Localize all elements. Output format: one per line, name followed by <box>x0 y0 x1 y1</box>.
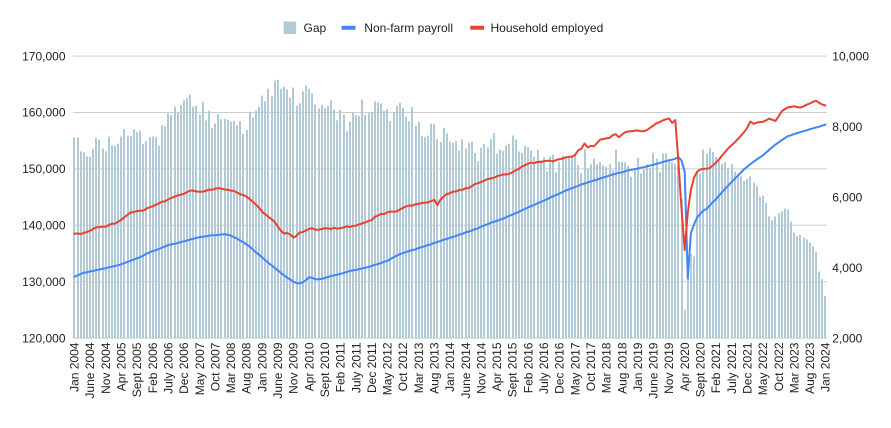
svg-text:Aug 2023: Aug 2023 <box>803 342 817 394</box>
svg-text:140,000: 140,000 <box>22 219 66 233</box>
svg-text:8,000: 8,000 <box>832 120 862 134</box>
svg-text:4,000: 4,000 <box>832 261 862 275</box>
svg-text:Apr 2015: Apr 2015 <box>490 342 504 391</box>
svg-text:July 2011: July 2011 <box>349 342 363 393</box>
svg-text:Gap: Gap <box>304 21 327 35</box>
svg-text:Jan 2019: Jan 2019 <box>631 342 645 392</box>
svg-text:June 2004: June 2004 <box>83 342 97 398</box>
svg-text:Oct 2007: Oct 2007 <box>208 342 222 391</box>
svg-text:Dec 2021: Dec 2021 <box>741 342 755 394</box>
svg-text:July 2006: July 2006 <box>162 342 176 394</box>
svg-text:May 2017: May 2017 <box>568 342 582 395</box>
svg-text:130,000: 130,000 <box>22 275 66 289</box>
svg-text:Non-farm payroll: Non-farm payroll <box>364 21 453 35</box>
svg-text:Jan 2004: Jan 2004 <box>68 342 82 392</box>
svg-text:Aug 2008: Aug 2008 <box>240 342 254 394</box>
svg-text:160,000: 160,000 <box>22 106 66 120</box>
svg-text:Nov 2014: Nov 2014 <box>474 342 488 394</box>
svg-text:Sept 2020: Sept 2020 <box>694 342 708 397</box>
svg-text:Feb 2016: Feb 2016 <box>521 342 535 393</box>
svg-text:Nov 2019: Nov 2019 <box>662 342 676 394</box>
svg-text:Jan 2009: Jan 2009 <box>255 342 269 392</box>
svg-text:Sept 2005: Sept 2005 <box>130 342 144 397</box>
svg-text:Aug 2018: Aug 2018 <box>615 342 629 394</box>
svg-text:Apr 2005: Apr 2005 <box>115 342 129 391</box>
svg-text:120,000: 120,000 <box>22 331 66 345</box>
svg-text:Jan 2014: Jan 2014 <box>443 342 457 392</box>
svg-text:Sept 2015: Sept 2015 <box>506 342 520 397</box>
svg-text:10,000: 10,000 <box>832 49 869 63</box>
svg-text:Oct 2017: Oct 2017 <box>584 342 598 391</box>
svg-text:Mar 2023: Mar 2023 <box>787 342 801 393</box>
svg-text:June 2009: June 2009 <box>271 342 285 398</box>
svg-text:Dec 2016: Dec 2016 <box>553 342 567 394</box>
svg-text:July 2021: July 2021 <box>725 342 739 394</box>
svg-text:Aug 2013: Aug 2013 <box>428 342 442 394</box>
svg-text:170,000: 170,000 <box>22 49 66 63</box>
svg-text:May 2007: May 2007 <box>193 342 207 395</box>
svg-text:May 2012: May 2012 <box>381 342 395 395</box>
svg-text:Feb 2011: Feb 2011 <box>334 342 348 392</box>
svg-text:Dec 2011: Dec 2011 <box>365 342 379 393</box>
svg-text:Dec 2006: Dec 2006 <box>177 342 191 394</box>
svg-text:Nov 2004: Nov 2004 <box>99 342 113 394</box>
svg-text:2,000: 2,000 <box>832 331 862 345</box>
svg-text:Oct 2012: Oct 2012 <box>396 342 410 391</box>
svg-text:Feb 2006: Feb 2006 <box>146 342 160 393</box>
svg-text:Household employed: Household employed <box>491 21 604 35</box>
svg-text:150,000: 150,000 <box>22 162 66 176</box>
svg-text:July 2016: July 2016 <box>537 342 551 394</box>
svg-text:May 2022: May 2022 <box>756 342 770 395</box>
svg-text:Mar 2008: Mar 2008 <box>224 342 238 393</box>
svg-text:Feb 2021: Feb 2021 <box>709 342 723 393</box>
svg-text:Nov 2009: Nov 2009 <box>287 342 301 394</box>
svg-text:Apr 2020: Apr 2020 <box>678 342 692 391</box>
svg-text:June 2014: June 2014 <box>459 342 473 398</box>
svg-text:Apr 2010: Apr 2010 <box>302 342 316 391</box>
svg-text:Jan 2024: Jan 2024 <box>819 342 833 392</box>
svg-text:Sept 2010: Sept 2010 <box>318 342 332 397</box>
svg-text:6,000: 6,000 <box>832 190 862 204</box>
svg-text:Mar 2018: Mar 2018 <box>600 342 614 393</box>
svg-text:June 2019: June 2019 <box>647 342 661 398</box>
svg-text:Mar 2013: Mar 2013 <box>412 342 426 393</box>
svg-text:Oct 2022: Oct 2022 <box>772 342 786 391</box>
